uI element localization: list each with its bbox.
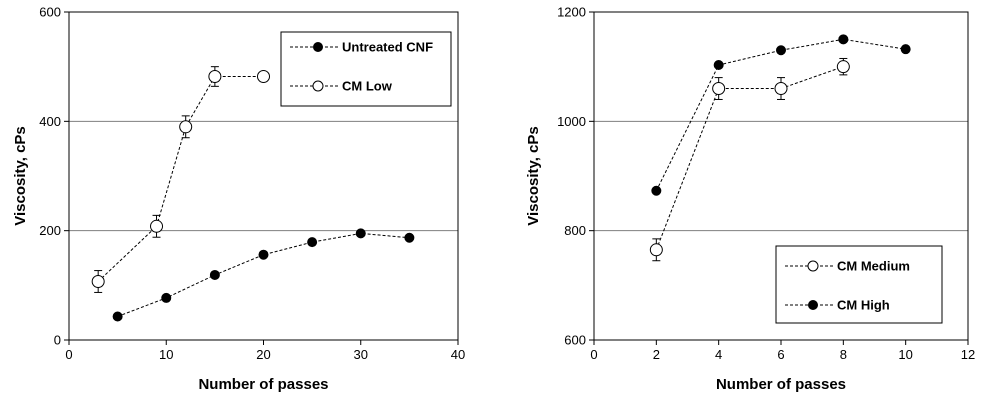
right-x-tick-label: 6 <box>777 347 784 362</box>
left-y-tick-label: 600 <box>39 5 61 20</box>
left-legend-marker <box>312 80 324 92</box>
left-series-line-1 <box>97 76 264 282</box>
left-legend-label: Untreated CNF <box>342 40 433 55</box>
right-x-tick-label: 0 <box>590 347 597 362</box>
left-data-point <box>179 120 193 134</box>
left-legend-label: CM Low <box>342 79 393 94</box>
right-data-point <box>776 45 786 56</box>
right-data-point <box>774 82 788 96</box>
right-legend: CM Medium CM High <box>775 245 943 324</box>
right-data-point <box>838 34 849 45</box>
left-legend-box <box>280 31 452 107</box>
left-x-tick-label: 10 <box>159 347 173 362</box>
right-legend-marker <box>808 300 818 310</box>
right-y-tick-label: 800 <box>564 223 586 238</box>
right-chart: 0 2 4 6 8 10 12 600 800 1000 1200 Number of passe… <box>525 5 975 394</box>
right-y-ticks: 600 800 1000 1200 <box>557 5 594 348</box>
left-y-tick-label: 200 <box>39 223 61 238</box>
right-gridlines <box>594 120 968 232</box>
right-y-tick-label: 1000 <box>557 114 586 129</box>
left-data-point <box>112 311 123 322</box>
right-x-tick-label: 8 <box>840 347 847 362</box>
right-x-axis-title: Number of passes <box>716 376 846 393</box>
left-markers <box>91 70 415 322</box>
right-markers <box>649 34 911 257</box>
left-x-axis-title: Number of passes <box>198 376 328 393</box>
right-x-tick-label: 2 <box>653 347 660 362</box>
left-x-tick-label: 20 <box>256 347 270 362</box>
right-legend-label: CM Medium <box>837 259 910 274</box>
right-legend-label: CM High <box>837 298 890 313</box>
left-data-point <box>161 292 172 303</box>
left-data-point <box>257 70 270 84</box>
right-data-point <box>651 185 662 196</box>
left-x-ticks: 0 10 20 30 40 <box>65 340 465 362</box>
right-data-point <box>713 60 724 71</box>
left-data-point <box>209 269 220 280</box>
left-x-tick-label: 30 <box>354 347 368 362</box>
left-chart: 0 10 20 30 40 0 200 400 600 Number of passes Vi… <box>12 5 465 394</box>
left-y-tick-label: 0 <box>54 333 61 348</box>
left-series-line-0 <box>117 232 410 317</box>
left-data-point <box>91 275 105 289</box>
right-y-tick-label: 1200 <box>557 5 586 20</box>
right-x-tick-label: 10 <box>898 347 912 362</box>
right-series-line-0 <box>655 66 844 250</box>
right-series-line-1 <box>655 38 906 191</box>
left-error-bars <box>94 66 219 293</box>
right-x-tick-label: 12 <box>961 347 975 362</box>
left-x-tick-label: 0 <box>65 347 72 362</box>
left-y-tick-label: 400 <box>39 114 61 129</box>
right-data-point <box>649 243 663 257</box>
left-x-tick-label: 40 <box>451 347 465 362</box>
right-legend-box <box>775 245 943 324</box>
left-y-axis-title: Viscosity, cPs <box>12 126 29 226</box>
right-data-point <box>712 82 726 96</box>
left-legend: Untreated CNF CM Low <box>280 31 452 107</box>
left-data-point <box>150 219 164 233</box>
left-data-point <box>355 228 366 239</box>
right-series-lines <box>655 38 906 250</box>
right-y-axis-title: Viscosity, cPs <box>525 126 542 226</box>
left-data-point <box>307 237 318 248</box>
left-gridlines <box>69 120 458 232</box>
left-y-ticks: 0 200 400 600 <box>39 5 69 348</box>
right-y-tick-label: 600 <box>564 333 586 348</box>
right-x-tick-label: 4 <box>715 347 722 362</box>
right-x-ticks: 0 2 4 6 8 10 12 <box>590 340 975 362</box>
right-legend-marker <box>807 260 819 272</box>
left-legend-marker <box>313 42 323 52</box>
left-series-lines <box>97 76 410 317</box>
left-data-point <box>208 70 222 84</box>
right-data-point <box>836 60 850 74</box>
left-data-point <box>258 249 269 260</box>
right-data-point <box>900 44 911 55</box>
left-data-point <box>404 232 415 243</box>
